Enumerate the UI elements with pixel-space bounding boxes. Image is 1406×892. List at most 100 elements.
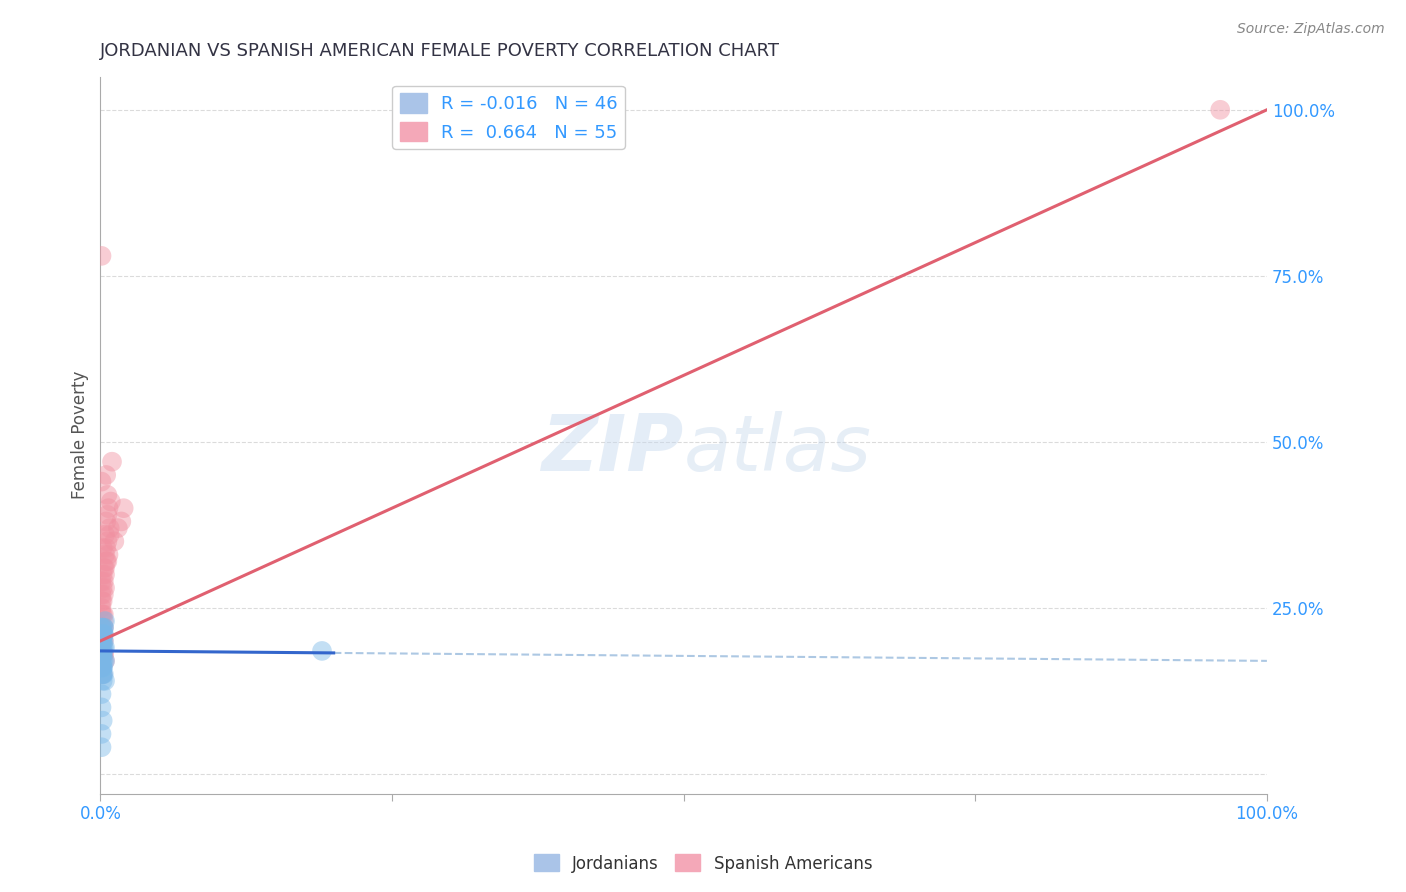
Point <box>90 640 112 655</box>
Point <box>90 660 112 674</box>
Text: JORDANIAN VS SPANISH AMERICAN FEMALE POVERTY CORRELATION CHART: JORDANIAN VS SPANISH AMERICAN FEMALE POV… <box>100 42 780 60</box>
Y-axis label: Female Poverty: Female Poverty <box>72 371 89 500</box>
Point <box>93 621 115 635</box>
Point <box>93 621 115 635</box>
Point <box>96 508 118 522</box>
Point <box>90 621 112 635</box>
Point <box>93 561 115 575</box>
Point <box>91 673 114 688</box>
Point <box>93 634 115 648</box>
Point <box>94 561 117 575</box>
Legend: R = -0.016   N = 46, R =  0.664   N = 55: R = -0.016 N = 46, R = 0.664 N = 55 <box>392 86 624 149</box>
Point <box>90 640 112 655</box>
Text: atlas: atlas <box>683 411 872 487</box>
Point <box>91 634 114 648</box>
Point <box>93 640 115 655</box>
Point <box>101 455 124 469</box>
Point <box>97 501 120 516</box>
Point <box>90 647 112 661</box>
Point <box>93 614 115 628</box>
Point <box>90 249 112 263</box>
Point <box>90 634 112 648</box>
Point <box>96 554 118 568</box>
Point <box>90 634 112 648</box>
Point <box>90 607 112 622</box>
Point <box>96 554 118 568</box>
Point <box>93 654 115 668</box>
Point <box>91 581 114 595</box>
Text: ZIP: ZIP <box>541 411 683 487</box>
Point <box>93 647 115 661</box>
Point <box>90 621 112 635</box>
Point <box>94 654 117 668</box>
Point <box>90 640 112 655</box>
Point <box>91 640 114 655</box>
Point <box>1209 103 1232 117</box>
Point <box>90 654 112 668</box>
Point <box>90 700 112 714</box>
Point <box>90 621 112 635</box>
Point <box>90 587 112 601</box>
Point <box>93 627 115 641</box>
Point <box>91 714 114 728</box>
Point <box>90 740 112 755</box>
Point <box>91 667 114 681</box>
Point <box>94 581 117 595</box>
Point <box>93 574 115 589</box>
Point <box>93 587 115 601</box>
Point <box>91 627 114 641</box>
Point <box>91 654 114 668</box>
Point <box>91 567 114 582</box>
Point <box>107 521 129 535</box>
Point <box>90 647 112 661</box>
Point <box>90 647 112 661</box>
Point <box>91 667 114 681</box>
Point <box>90 475 112 489</box>
Point <box>93 607 115 622</box>
Legend: Jordanians, Spanish Americans: Jordanians, Spanish Americans <box>527 847 879 880</box>
Point <box>96 541 118 555</box>
Point <box>94 548 117 562</box>
Point <box>90 687 112 701</box>
Point <box>91 667 114 681</box>
Point <box>93 621 115 635</box>
Point <box>91 647 114 661</box>
Point <box>90 660 112 674</box>
Point <box>90 600 112 615</box>
Point <box>91 660 114 674</box>
Text: Source: ZipAtlas.com: Source: ZipAtlas.com <box>1237 22 1385 37</box>
Point <box>96 488 118 502</box>
Point <box>91 594 114 608</box>
Point <box>90 574 112 589</box>
Point <box>91 627 114 641</box>
Point <box>94 673 117 688</box>
Point <box>97 548 120 562</box>
Point <box>93 627 115 641</box>
Point <box>90 727 112 741</box>
Point <box>98 527 121 541</box>
Point <box>90 660 112 674</box>
Point <box>96 467 118 482</box>
Point <box>112 501 135 516</box>
Point <box>94 654 117 668</box>
Point <box>91 660 114 674</box>
Point <box>91 541 114 555</box>
Point <box>96 515 118 529</box>
Point <box>94 567 117 582</box>
Point <box>91 627 114 641</box>
Point <box>110 515 132 529</box>
Point <box>311 644 333 658</box>
Point <box>90 634 112 648</box>
Point <box>90 647 112 661</box>
Point <box>103 534 125 549</box>
Point <box>96 534 118 549</box>
Point <box>91 634 114 648</box>
Point <box>94 527 117 541</box>
Point <box>90 654 112 668</box>
Point <box>90 594 112 608</box>
Point <box>100 494 122 508</box>
Point <box>93 667 115 681</box>
Point <box>93 634 115 648</box>
Point <box>93 647 115 661</box>
Point <box>94 640 117 655</box>
